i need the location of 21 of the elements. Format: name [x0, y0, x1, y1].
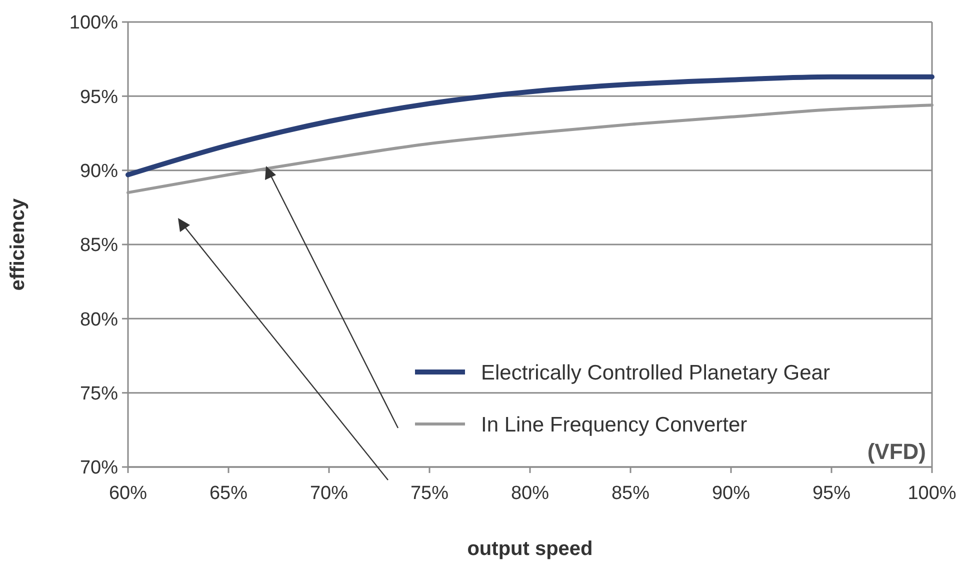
y-axis-title: efficiency: [7, 197, 29, 291]
y-tick-label: 85%: [80, 235, 118, 256]
y-tick-label: 95%: [80, 86, 118, 108]
annotation: (VFD): [867, 439, 926, 464]
x-tick-label: 95%: [812, 483, 851, 504]
x-axis-title: output speed: [467, 538, 593, 560]
x-tick-label: 90%: [712, 483, 750, 504]
legend-label: In Line Frequency Converter: [481, 413, 748, 436]
y-tick-label: 90%: [80, 160, 118, 182]
legend-label: Electrically Controlled Planetary Gear: [481, 361, 830, 384]
x-tick-label: 80%: [510, 483, 550, 504]
y-tick-label: 100%: [69, 12, 118, 34]
x-tick-label: 100%: [908, 483, 956, 504]
y-tick-label: 80%: [80, 309, 118, 330]
y-tick-label: 70%: [80, 458, 118, 479]
x-tick-label: 60%: [108, 483, 148, 504]
x-tick-label: 75%: [410, 483, 449, 504]
x-tick-label: 70%: [310, 483, 348, 504]
y-tick-label: 75%: [80, 383, 118, 404]
x-tick-label: 85%: [611, 483, 650, 504]
x-tick-label: 65%: [209, 483, 248, 504]
